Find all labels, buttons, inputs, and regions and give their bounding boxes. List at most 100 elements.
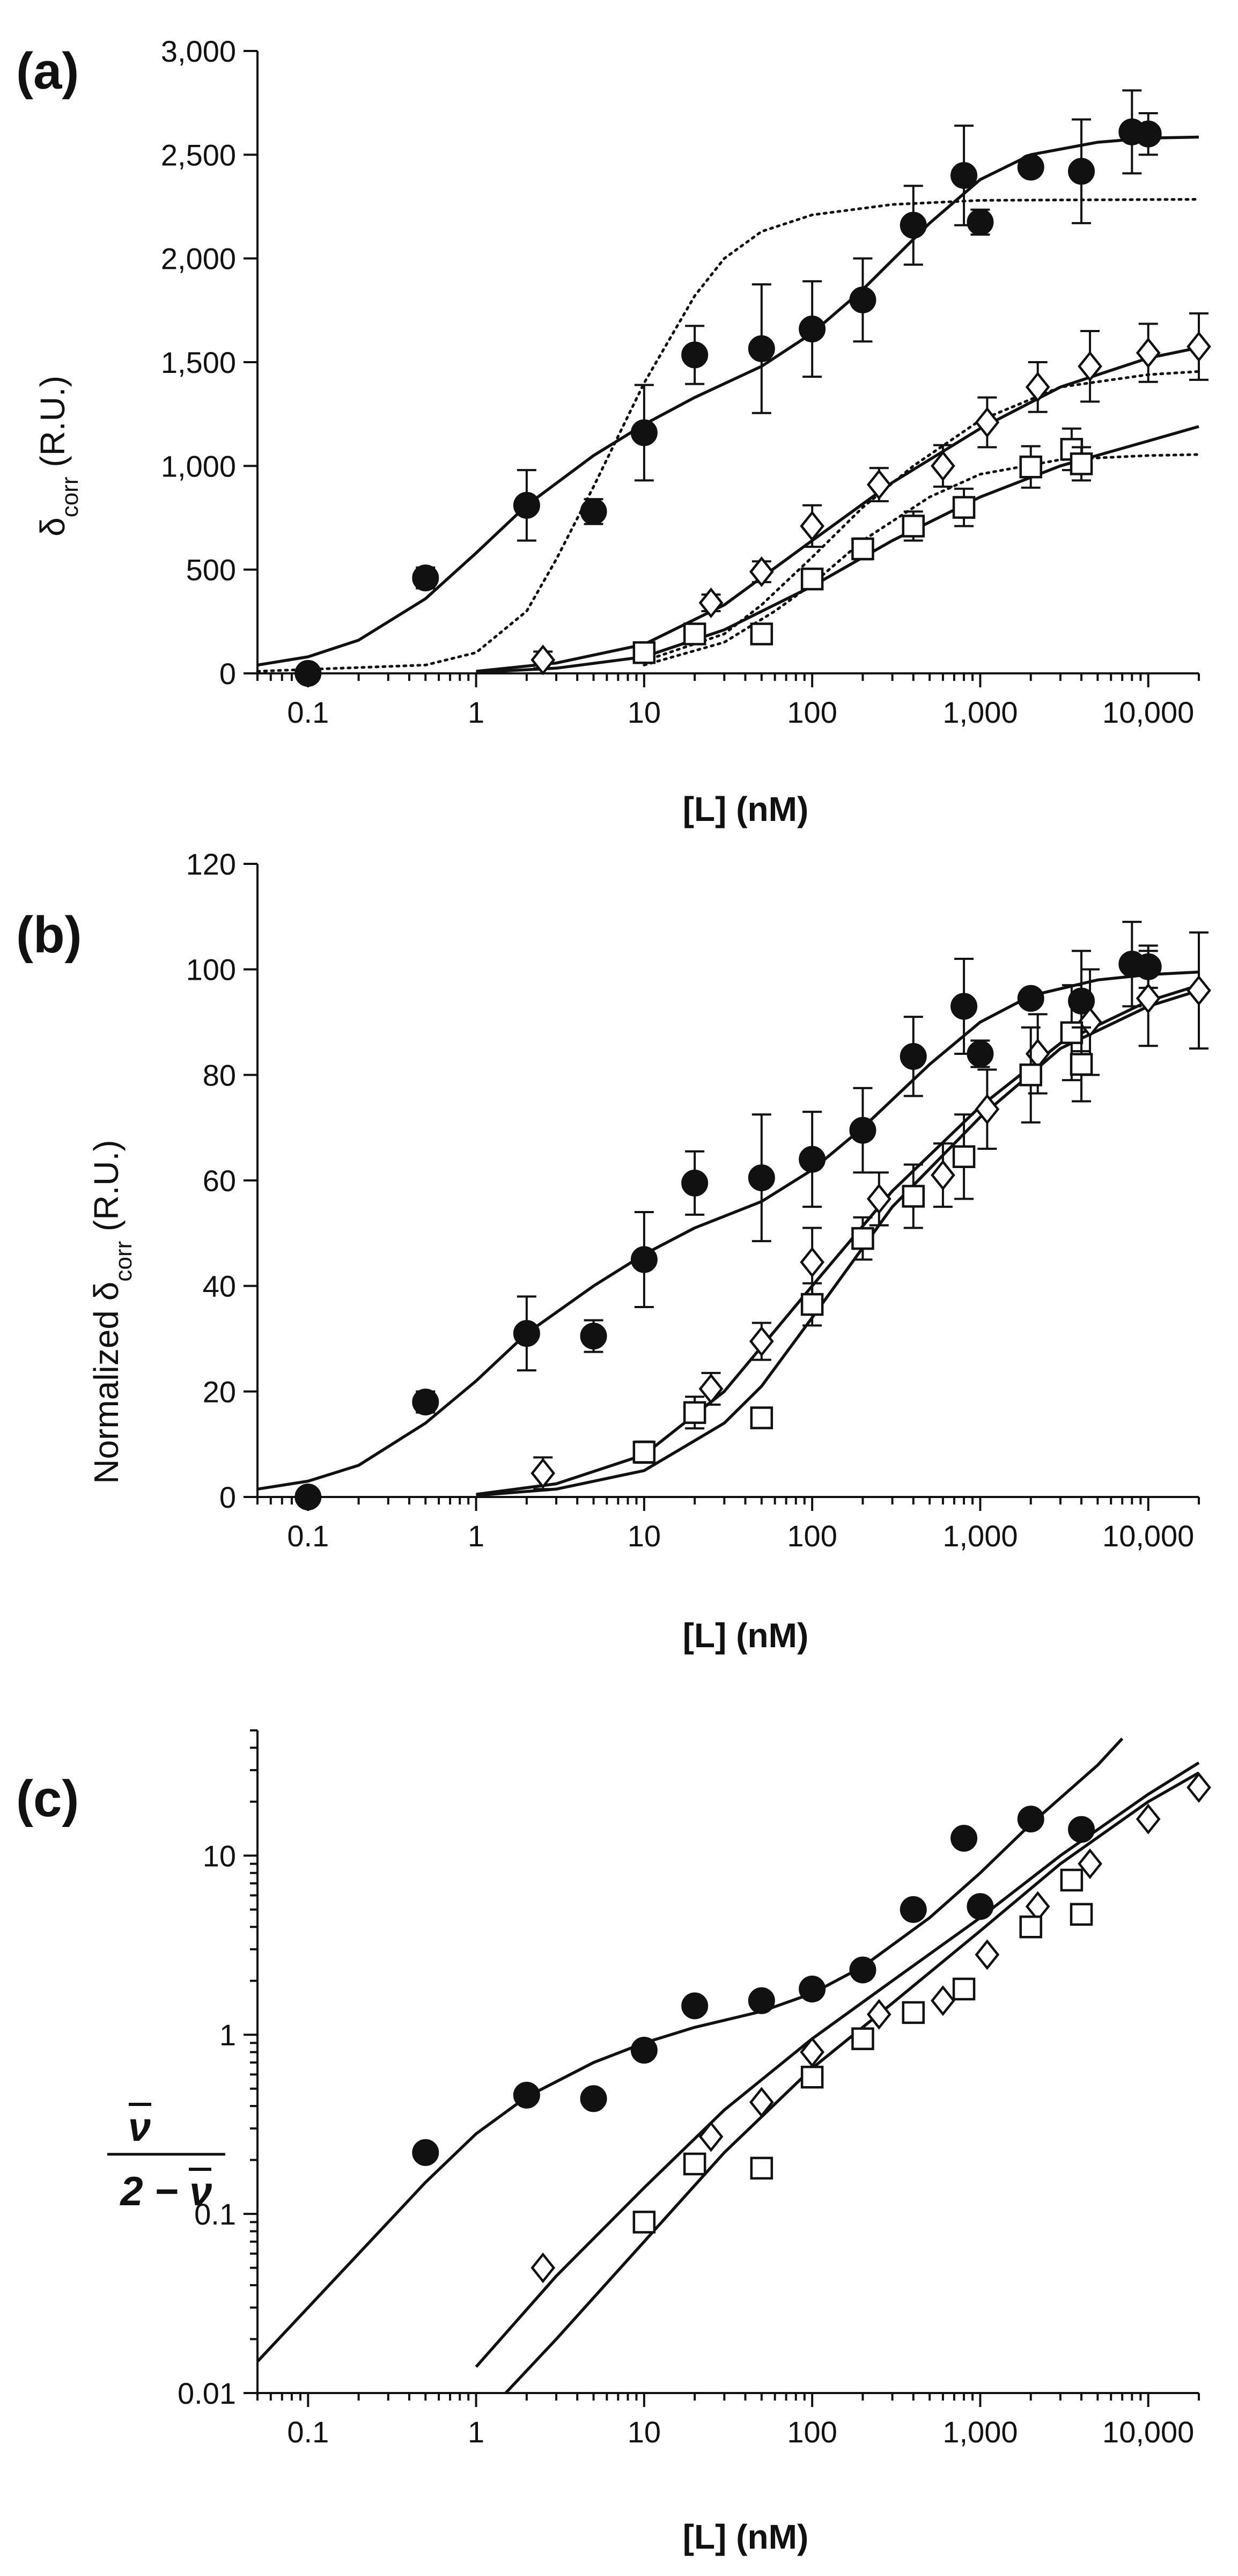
filled-circle-point bbox=[412, 564, 439, 592]
x-tick-label: 100 bbox=[787, 1519, 837, 1553]
open-square-point bbox=[632, 1441, 656, 1464]
open-square-point bbox=[683, 622, 706, 645]
open-square-point bbox=[1019, 1063, 1042, 1087]
filled-circle-point bbox=[580, 2085, 607, 2112]
y-tick-label: 1,500 bbox=[161, 346, 236, 379]
filled-circle-point bbox=[412, 1389, 439, 1415]
y-tick-label: 0 bbox=[219, 1480, 236, 1514]
y-tick-label: 0 bbox=[219, 657, 236, 691]
filled-circle-point bbox=[849, 1956, 876, 1984]
y-axis-label-denominator: 2 − ν bbox=[119, 2169, 212, 2214]
filled-circle-point bbox=[900, 1896, 927, 1923]
open-diamond-point bbox=[1136, 983, 1161, 1014]
open-diamond-point bbox=[1136, 1803, 1161, 1834]
open-diamond-point bbox=[1136, 337, 1161, 369]
open-square-point bbox=[750, 2156, 773, 2180]
y-tick-label: 100 bbox=[186, 953, 236, 987]
open-diamond-point bbox=[1078, 1848, 1102, 1880]
x-tick-label: 0.1 bbox=[287, 1519, 329, 1553]
y-tick-label: 3,000 bbox=[161, 34, 236, 68]
open-diamond-point bbox=[749, 1326, 774, 1357]
open-square-point bbox=[1060, 1021, 1084, 1044]
y-tick-label: 40 bbox=[203, 1269, 236, 1303]
open-diamond-point bbox=[698, 587, 724, 619]
open-square-point bbox=[632, 641, 656, 664]
x-tick-label: 1 bbox=[468, 2415, 484, 2449]
open-diamond-point bbox=[866, 1999, 891, 2030]
y-tick-label: 0.01 bbox=[178, 2376, 236, 2410]
panel-b: (b) Normalized δcorr (R.U.) [L] (nM) 0.1… bbox=[16, 847, 1211, 1655]
y-axis-label-numerator: ν bbox=[128, 2104, 151, 2150]
y-tick-label: 2,500 bbox=[161, 138, 236, 172]
open-square-point bbox=[683, 1401, 706, 1424]
y-tick-label: 500 bbox=[186, 553, 236, 587]
filled-circle-point bbox=[950, 162, 978, 189]
open-diamond-point bbox=[931, 1985, 955, 2016]
filled-circle-point bbox=[681, 341, 709, 369]
x-tick-label: 100 bbox=[787, 695, 837, 729]
filled-circle-point bbox=[799, 1976, 826, 2003]
y-axis-label-unit: (R.U.) bbox=[87, 1140, 126, 1241]
open-diamond-point bbox=[800, 1246, 825, 1278]
dotted-fit-curve bbox=[643, 453, 1200, 666]
x-tick-label: 0.1 bbox=[287, 695, 329, 729]
x-tick-label: 10 bbox=[628, 1519, 661, 1553]
x-tick-label: 1,000 bbox=[942, 2415, 1018, 2449]
filled-circle-point bbox=[681, 1169, 709, 1197]
open-square-point bbox=[1070, 452, 1093, 475]
open-diamond-point bbox=[975, 1093, 1000, 1125]
y-tick-label: 60 bbox=[203, 1164, 236, 1198]
filled-circle-point bbox=[967, 1893, 994, 1920]
solid-fit-curve bbox=[476, 346, 1199, 673]
filled-circle-point bbox=[1068, 158, 1095, 185]
y-axis-label: δcorr (R.U.) bbox=[33, 376, 83, 537]
filled-circle-point bbox=[294, 660, 322, 687]
panel-a: (a) δcorr (R.U.) [L] (nM) 0.1 1 10 100 1,000… bbox=[16, 34, 1211, 828]
y-axis-label-main: Normalized δ bbox=[87, 1282, 126, 1484]
open-square-point bbox=[952, 1977, 976, 2001]
filled-circle-point bbox=[799, 1146, 826, 1173]
y-axis-label-unit: (R.U.) bbox=[33, 376, 72, 476]
filled-circle-point bbox=[630, 419, 658, 446]
open-diamond-point bbox=[1078, 1007, 1102, 1038]
open-square-point bbox=[750, 622, 773, 645]
solid-fit-curve bbox=[256, 1737, 1124, 2363]
filled-circle-point bbox=[967, 209, 994, 236]
open-square-point bbox=[1070, 1053, 1093, 1076]
axes: 0.1 1 10 100 1,000 10,000 0 20 40 60 80 100 120 bbox=[186, 847, 1200, 1553]
open-diamond-point bbox=[698, 2121, 724, 2152]
fit-curves bbox=[257, 970, 1199, 1497]
dotted-fit-curve bbox=[643, 370, 1200, 663]
x-tick-label: 1,000 bbox=[942, 695, 1018, 729]
panel-label: (b) bbox=[16, 906, 82, 964]
open-square-point bbox=[952, 1145, 976, 1168]
y-axis-label: ν 2 − ν bbox=[107, 2103, 225, 2214]
open-square-point bbox=[800, 567, 824, 591]
open-square-point bbox=[1060, 1868, 1084, 1892]
open-diamond-point bbox=[1078, 351, 1102, 382]
x-tick-label: 1,000 bbox=[942, 1519, 1018, 1553]
filled-circle-point bbox=[681, 1992, 709, 2020]
open-diamond-point bbox=[1025, 371, 1050, 403]
panel-label: (c) bbox=[16, 1770, 79, 1828]
filled-circle-point bbox=[630, 1246, 658, 1273]
open-square-point bbox=[800, 2065, 824, 2089]
filled-circle-point bbox=[412, 2139, 439, 2166]
open-square-point bbox=[851, 2027, 874, 2050]
axes: 0.1 1 10 100 1,000 10,000 0 500 1,000 1,500 2,000 2… bbox=[161, 34, 1200, 729]
open-diamond-point bbox=[931, 450, 955, 481]
open-diamond-point bbox=[931, 1159, 955, 1191]
y-axis-label-subscript: corr bbox=[57, 477, 83, 518]
filled-circle-point bbox=[748, 1987, 775, 2014]
open-diamond-point bbox=[975, 407, 1000, 438]
y-tick-label: 1 bbox=[219, 2018, 236, 2052]
filled-circle-point bbox=[1017, 1806, 1044, 1833]
y-tick-label: 20 bbox=[203, 1375, 236, 1408]
x-tick-label: 10,000 bbox=[1102, 2415, 1194, 2449]
open-diamond-point bbox=[698, 1373, 724, 1405]
y-axis-label: Normalized δcorr (R.U.) bbox=[87, 1140, 137, 1484]
x-tick-label: 0.1 bbox=[287, 2415, 329, 2449]
open-diamond-point bbox=[1187, 975, 1211, 1006]
x-axis-label: [L] (nM) bbox=[683, 1616, 809, 1655]
